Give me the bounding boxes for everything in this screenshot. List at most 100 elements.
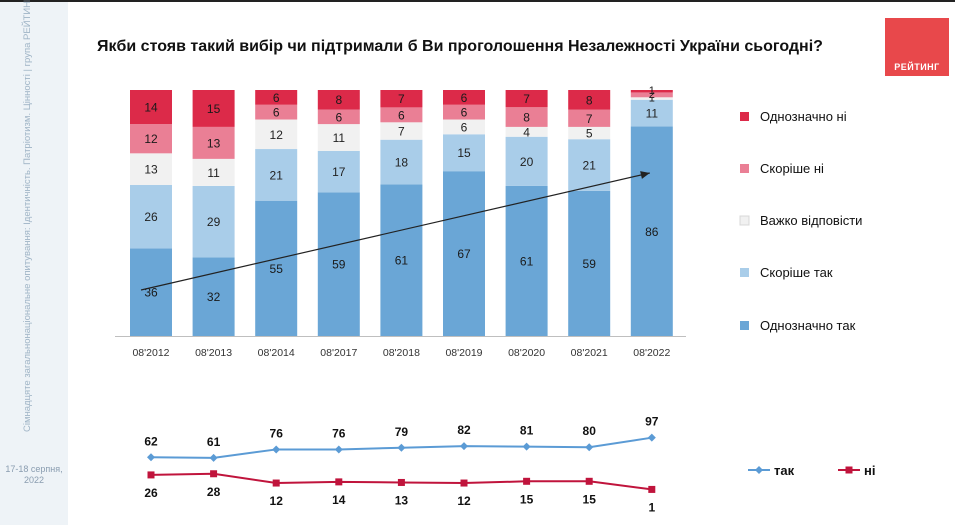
- data-label: 11: [646, 107, 659, 121]
- line-marker: [585, 477, 593, 485]
- bar-segment: [630, 92, 673, 98]
- data-label: 2: [649, 89, 655, 101]
- line-data-label: 13: [395, 493, 409, 507]
- trend-arrow-line: [140, 172, 650, 291]
- bar-segment: [380, 90, 423, 108]
- line-data-label: 26: [144, 486, 158, 500]
- legend-swatch: [740, 321, 749, 330]
- line-marker: [648, 485, 656, 493]
- data-label: 21: [583, 159, 597, 173]
- data-label: 6: [461, 120, 468, 134]
- line-data-label: 12: [270, 494, 284, 508]
- line-marker: [210, 470, 218, 478]
- bar-segment: [130, 90, 172, 125]
- line-marker: [272, 445, 281, 454]
- line-data-label: 76: [270, 426, 284, 440]
- data-label: 7: [586, 112, 593, 126]
- data-label: 29: [207, 215, 221, 229]
- line-data-label: 28: [207, 485, 221, 499]
- bar-segment: [443, 90, 485, 105]
- brand-logo: РЕЙТИНГ: [885, 18, 949, 76]
- bar-segment: [317, 192, 360, 336]
- data-label: 20: [520, 155, 534, 169]
- data-label: 26: [144, 210, 158, 224]
- data-label: 6: [461, 106, 468, 120]
- bar-segment: [443, 171, 485, 336]
- bar-segment: [192, 90, 235, 127]
- line-data-label: 79: [395, 425, 409, 439]
- data-label: 15: [207, 102, 221, 116]
- sidebar-date: 17-18 серпня, 2022: [5, 464, 63, 485]
- line-data-label: 81: [520, 424, 534, 438]
- line-marker: [272, 479, 280, 487]
- data-label: 8: [523, 111, 530, 125]
- data-label: 15: [457, 146, 471, 160]
- top-rule: [0, 0, 955, 2]
- line-data-label: 15: [583, 492, 597, 506]
- bar-segment: [443, 104, 485, 120]
- line-marker: [147, 453, 155, 462]
- data-label: 17: [332, 165, 346, 179]
- bar-segment: [192, 126, 235, 159]
- line-data-label: 76: [332, 426, 346, 440]
- x-tick-label: 08'2012: [132, 347, 169, 359]
- data-label: 7: [523, 92, 530, 106]
- data-label: 7: [398, 92, 405, 106]
- legend-swatch: [755, 466, 763, 474]
- data-label: 6: [335, 110, 342, 124]
- bar-segment: [568, 139, 611, 191]
- data-label: 18: [395, 156, 409, 170]
- line-data-label: 80: [583, 424, 597, 438]
- bar-segment: [568, 190, 611, 336]
- line-marker: [147, 471, 155, 479]
- bar-segment: [317, 124, 360, 151]
- chart-title: Якби стояв такий вибір чи підтримали б В…: [97, 38, 823, 55]
- x-tick-label: 08'2019: [445, 347, 482, 359]
- bar-segment: [317, 150, 360, 193]
- data-label: 61: [520, 254, 534, 268]
- data-label: 21: [270, 168, 284, 182]
- data-label: 6: [273, 91, 280, 105]
- data-label: 6: [273, 106, 280, 120]
- line-data-label: 62: [144, 434, 158, 448]
- x-tick-label: 08'2021: [571, 347, 608, 359]
- data-label: 55: [270, 262, 284, 276]
- line-marker: [522, 442, 531, 451]
- line-data-label: 14: [332, 493, 346, 507]
- data-label: 59: [583, 257, 597, 271]
- legend-label: так: [774, 463, 795, 478]
- brand-logo-label: РЕЙТИНГ: [894, 62, 940, 72]
- x-tick-label: 08'2014: [258, 347, 295, 359]
- data-label: 6: [461, 91, 468, 105]
- bar-segment: [130, 248, 172, 336]
- line-marker: [209, 453, 218, 462]
- x-tick-label: 08'2018: [383, 347, 420, 359]
- line-data-label: 97: [645, 415, 659, 429]
- bar-segment: [130, 153, 172, 185]
- x-tick-label: 08'2022: [633, 347, 670, 359]
- line-marker: [460, 442, 468, 451]
- bar-segment: [568, 90, 611, 110]
- data-label: 4: [523, 125, 530, 139]
- data-label: 36: [144, 286, 158, 300]
- bar-segment: [630, 126, 673, 336]
- bar-segment: [443, 134, 485, 172]
- data-label: 12: [270, 128, 284, 142]
- bar-segment: [380, 107, 423, 123]
- bar-segment: [630, 90, 673, 93]
- data-label: 12: [144, 132, 158, 146]
- legend-swatch: [739, 215, 750, 226]
- data-label: 1: [649, 85, 655, 97]
- legend-label: Однозначно так: [760, 318, 856, 333]
- data-label: 14: [144, 101, 158, 115]
- line-data-label: 82: [457, 423, 471, 437]
- line-marker: [335, 478, 343, 486]
- bar-segment: [630, 99, 673, 127]
- line-data-label: 61: [207, 435, 221, 449]
- bar-segment: [380, 122, 423, 140]
- data-label: 5: [586, 127, 593, 141]
- bar-segment: [255, 200, 298, 336]
- legend-label: ні: [864, 463, 875, 478]
- bar-segment: [130, 184, 172, 249]
